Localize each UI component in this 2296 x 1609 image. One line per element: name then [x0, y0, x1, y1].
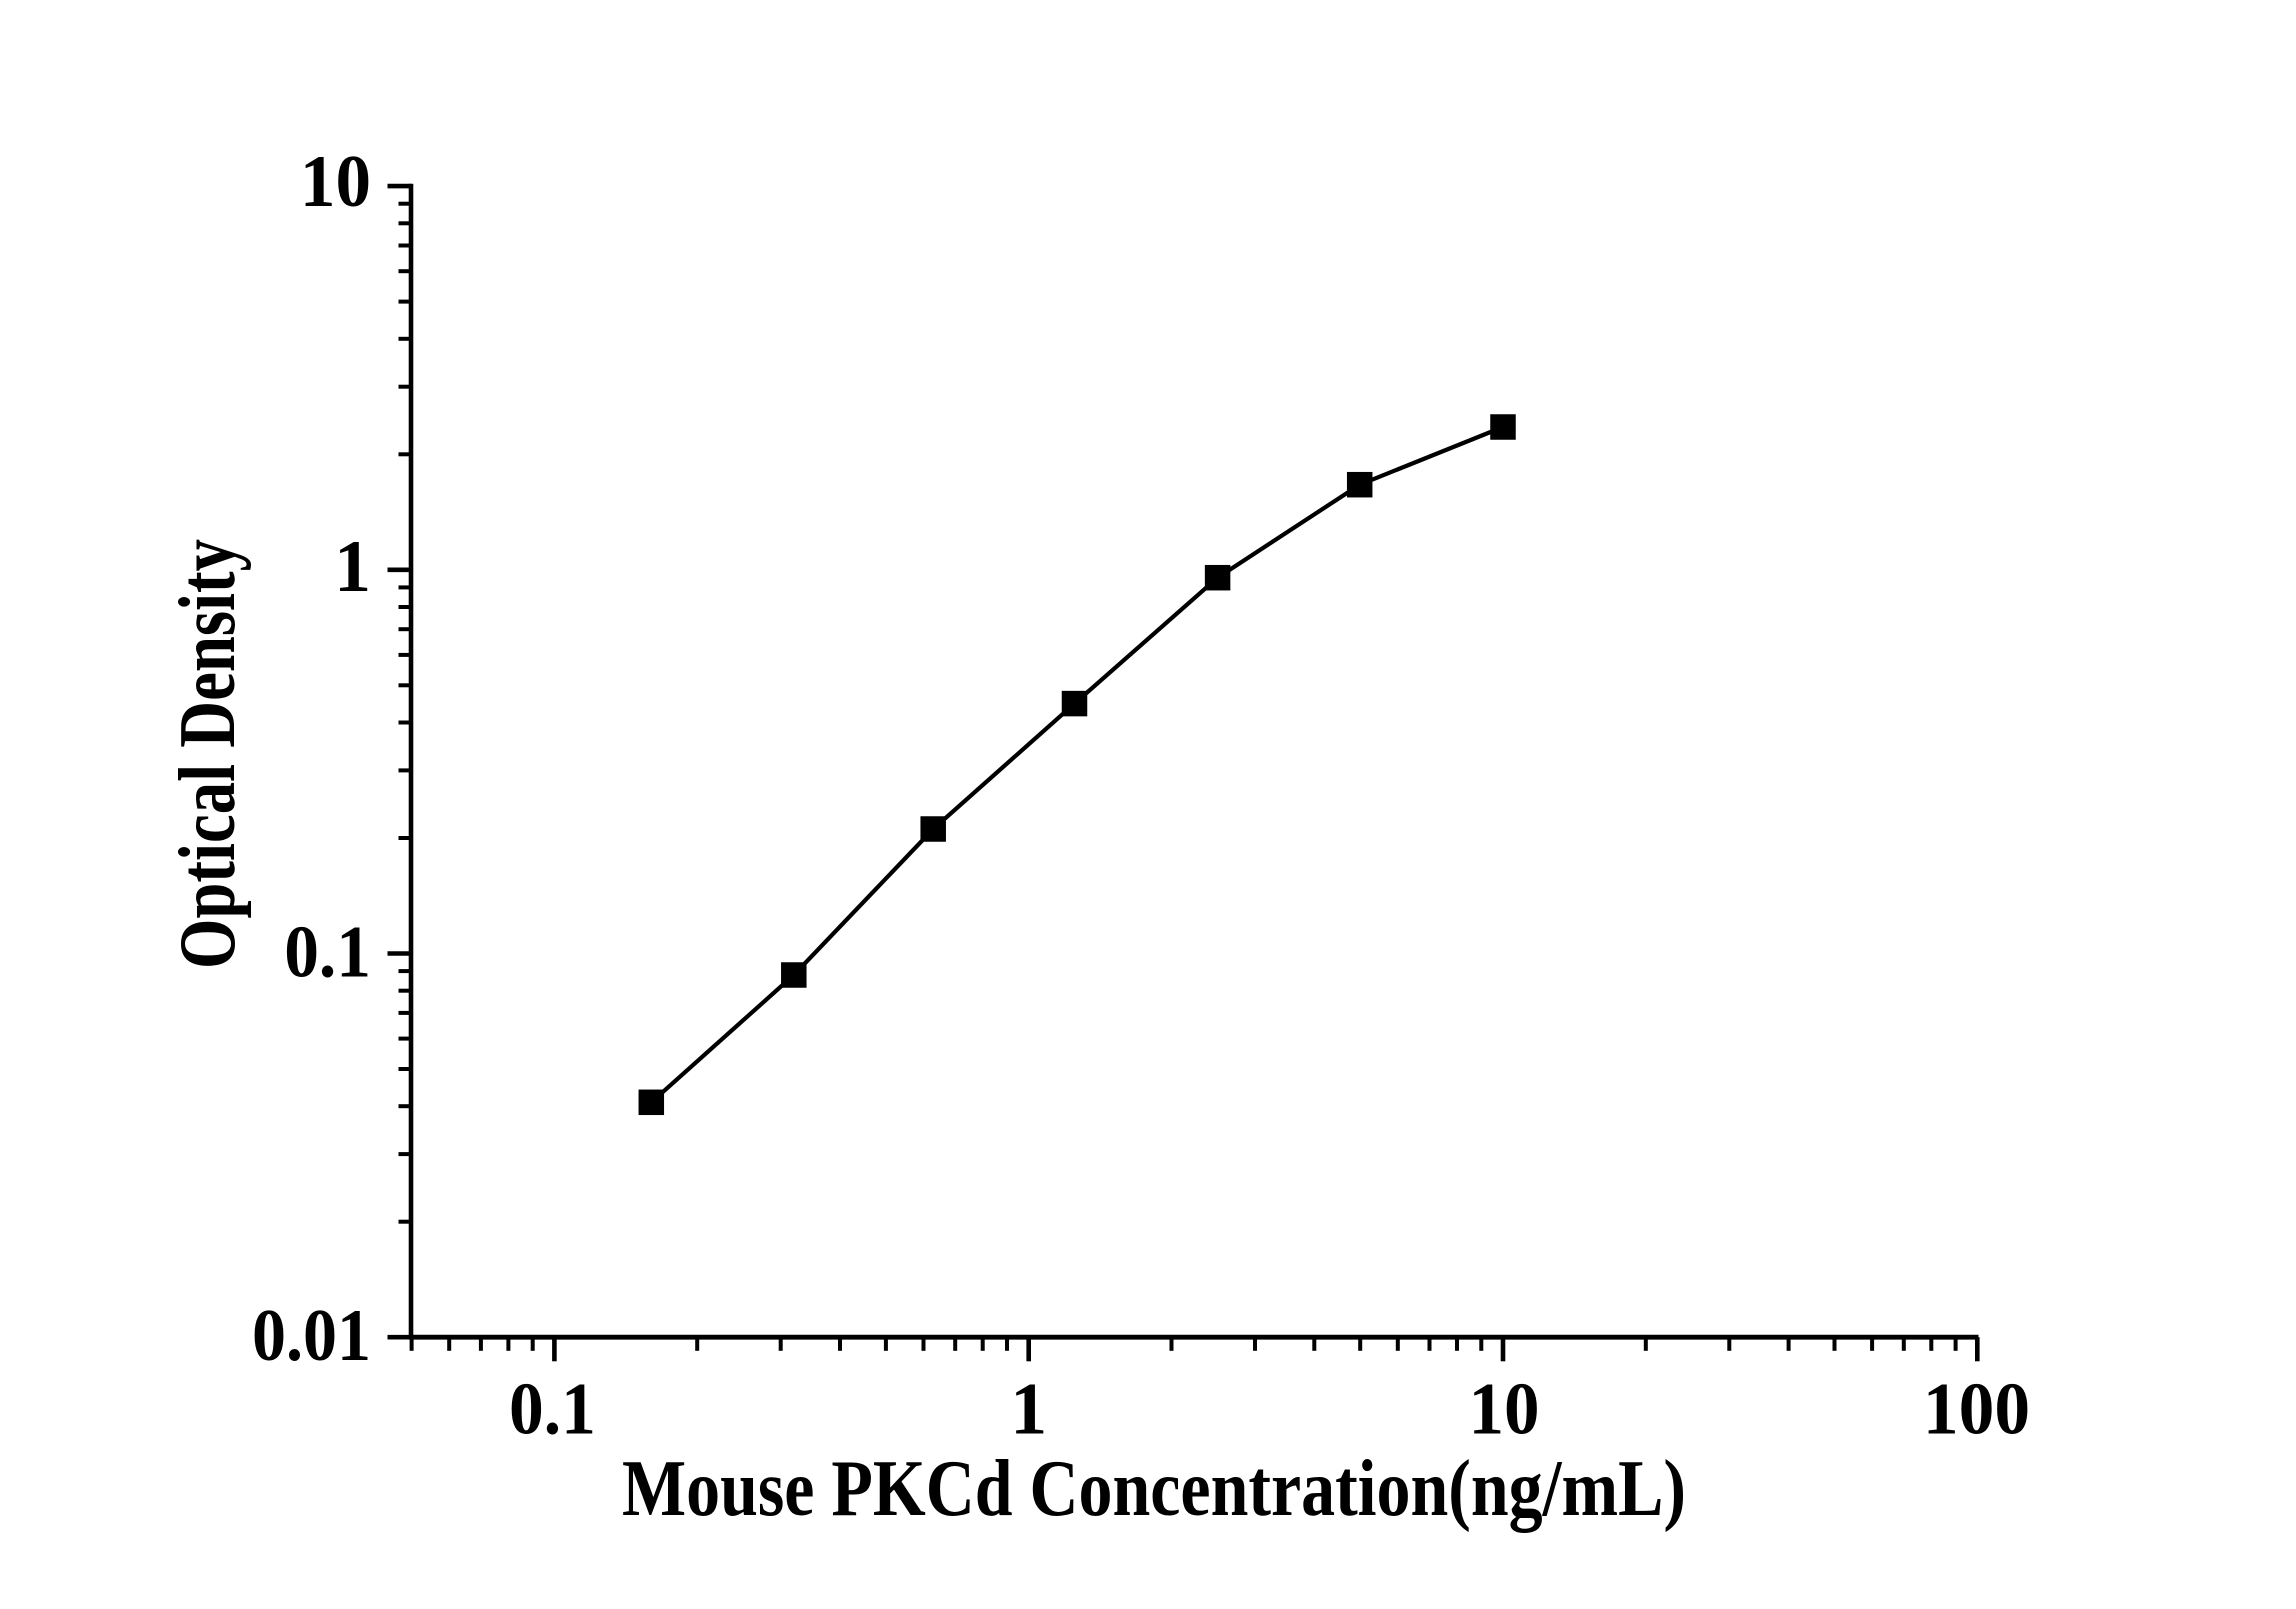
svg-text:100: 100 [1923, 1367, 2030, 1449]
svg-text:10: 10 [300, 140, 371, 222]
svg-text:Optical Density: Optical Density [164, 539, 252, 969]
svg-text:0.01: 0.01 [252, 1294, 371, 1376]
svg-text:Mouse PKCd Concentration(ng/mL: Mouse PKCd Concentration(ng/mL) [622, 1445, 1686, 1533]
svg-text:0.1: 0.1 [509, 1367, 596, 1449]
svg-text:10: 10 [1468, 1367, 1539, 1449]
svg-text:1: 1 [1010, 1367, 1047, 1449]
svg-text:0.1: 0.1 [284, 911, 371, 993]
svg-text:1: 1 [334, 525, 371, 607]
